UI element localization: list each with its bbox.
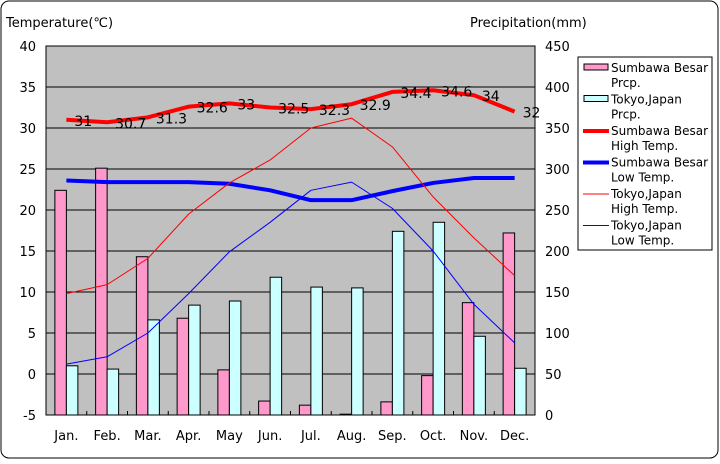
- x-tick-label: Jun.: [257, 429, 282, 444]
- data-label: 34: [482, 89, 500, 105]
- x-tick-label: Apr.: [176, 429, 201, 444]
- legend-label: Prcp.: [611, 76, 641, 90]
- data-label: 30.7: [115, 116, 146, 132]
- legend-label: Tokyo,Japan: [610, 219, 682, 233]
- y-left-tick-label: 5: [28, 327, 36, 342]
- bar-sumbawa-precip: [298, 404, 312, 416]
- bar-sumbawa-precip: [502, 232, 516, 416]
- x-tick-label: Mar.: [134, 429, 161, 444]
- y-right-tick-label: 0: [545, 409, 553, 424]
- bar-tokyo-precip: [147, 319, 160, 416]
- line-sumbawa-besar-low-temp-: [66, 176, 515, 203]
- y-right-tick-label: 350: [545, 122, 570, 137]
- legend-label: Sumbawa Besar: [611, 156, 708, 170]
- legend-label: Tokyo,Japan: [610, 187, 682, 201]
- x-tick-label: May: [216, 429, 243, 444]
- bar-tokyo-precip: [432, 221, 446, 416]
- bar-tokyo-precip: [228, 300, 242, 416]
- data-label: 34.4: [400, 86, 431, 102]
- line-sumbawa-besar-high-temp-: [66, 88, 516, 125]
- data-label: 31.3: [156, 111, 187, 127]
- x-tick-label: Oct.: [420, 429, 447, 444]
- data-label: 32.9: [360, 98, 391, 114]
- y-right-tick-label: 400: [545, 81, 570, 96]
- bar-sumbawa-precip: [421, 375, 434, 416]
- data-label: 32: [523, 106, 541, 122]
- bar-tokyo-precip: [269, 276, 283, 416]
- legend-label: High Temp.: [611, 139, 678, 153]
- line-tokyo-japan-high-temp-: [66, 117, 515, 295]
- bar-sumbawa-precip: [380, 401, 393, 416]
- x-tick-label: Jan.: [53, 429, 78, 444]
- y-left-tick-label: 0: [28, 368, 36, 383]
- x-tick-label: Sep.: [378, 429, 407, 444]
- legend-swatch: [583, 95, 609, 102]
- y-left-label: Temperature(℃): [5, 16, 113, 31]
- data-label: 33: [237, 97, 255, 113]
- x-tick-label: Dec.: [500, 429, 529, 444]
- bar-tokyo-precip: [514, 367, 527, 416]
- x-tick-label: Feb.: [94, 429, 121, 444]
- y-right-tick-label: 200: [545, 245, 570, 260]
- y-right-tick-label: 100: [545, 327, 570, 342]
- legend-label: Tokyo,Japan: [610, 93, 682, 107]
- y-right-tick-label: 250: [545, 204, 570, 219]
- y-left-tick-label: 10: [19, 286, 36, 301]
- bar-sumbawa-precip: [461, 302, 475, 416]
- y-right-label: Precipitation(mm): [470, 16, 587, 31]
- bar-tokyo-precip: [391, 230, 405, 416]
- y-left-tick-label: 20: [19, 204, 36, 219]
- data-label: 31: [74, 114, 92, 130]
- y-right-tick-label: 300: [545, 163, 570, 178]
- x-tick-label: Aug.: [337, 429, 367, 444]
- legend-swatch: [583, 63, 609, 71]
- y-left-tick-label: 15: [19, 245, 36, 260]
- legend-label: Sumbawa Besar: [611, 124, 708, 138]
- bar-tokyo-precip: [351, 287, 364, 416]
- bar-sumbawa-precip: [339, 413, 353, 416]
- y-left-tick-label: 40: [19, 40, 36, 55]
- y-right-tick-label: 450: [545, 40, 570, 55]
- bar-tokyo-precip: [65, 365, 79, 416]
- legend-label: Low Temp.: [611, 234, 674, 248]
- x-tick-label: Nov.: [460, 429, 489, 444]
- bar-tokyo-precip: [188, 304, 201, 416]
- legend: [577, 56, 713, 251]
- bar-sumbawa-precip: [217, 369, 230, 416]
- data-label: 32.3: [319, 103, 350, 119]
- x-tick-label: Jul.: [300, 429, 321, 444]
- data-label: 32.6: [197, 101, 228, 117]
- bar-sumbawa-precip: [176, 317, 190, 416]
- data-label: 34.6: [441, 84, 472, 100]
- y-left-tick-label: -5: [23, 409, 36, 424]
- y-left-tick-label: 30: [19, 122, 36, 137]
- bar-sumbawa-precip: [54, 189, 67, 416]
- legend-label: High Temp.: [611, 202, 678, 216]
- bar-tokyo-precip: [473, 335, 486, 416]
- bar-tokyo-precip: [106, 368, 120, 416]
- bar-tokyo-precip: [310, 286, 323, 416]
- legend-label: Prcp.: [611, 108, 641, 122]
- bar-sumbawa-precip: [258, 400, 271, 416]
- y-right-tick-label: 50: [545, 368, 562, 383]
- bar-sumbawa-precip: [95, 167, 108, 416]
- data-label: 32.5: [278, 102, 309, 118]
- legend-label: Sumbawa Besar: [611, 61, 708, 75]
- legend-label: Low Temp.: [611, 171, 674, 185]
- y-left-tick-label: 25: [19, 163, 36, 178]
- line-tokyo-japan-low-temp-: [66, 181, 515, 365]
- y-left-tick-label: 35: [19, 81, 36, 96]
- y-right-tick-label: 150: [545, 286, 570, 301]
